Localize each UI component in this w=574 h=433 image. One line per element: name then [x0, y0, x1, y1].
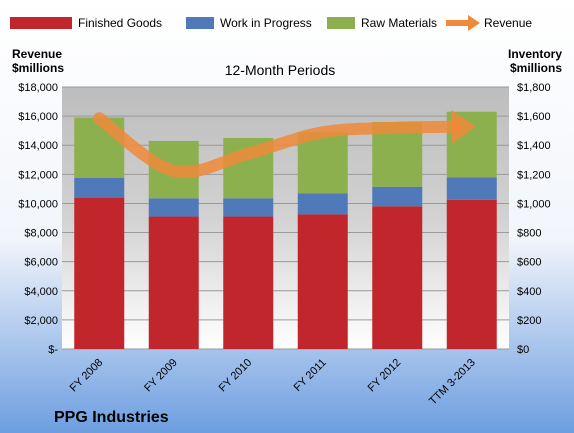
bar-work-in-progress — [297, 193, 348, 215]
right-tick-label: $600 — [517, 257, 541, 269]
right-axis-title-line2: $millions — [510, 61, 562, 75]
bar-work-in-progress — [148, 198, 199, 217]
revenue-series — [93, 109, 476, 178]
legend-revenue-arrowhead — [468, 15, 480, 31]
left-axis-ticks: $- $2,000 $4,000 $6,000 $8,000 $10,000 $12,000… — [18, 82, 58, 356]
left-tick-label: $14,000 — [18, 140, 58, 152]
left-axis-title-line2: $millions — [12, 61, 64, 75]
right-tick-label: $800 — [517, 228, 541, 240]
left-tick-label: $12,000 — [18, 169, 58, 181]
bar-finished-goods — [223, 216, 274, 349]
left-tick-label: $6,000 — [24, 257, 58, 269]
right-tick-label: $200 — [517, 315, 541, 327]
legend-label-work-in-progress: Work in Progress — [220, 16, 312, 30]
left-tick-label: $4,000 — [24, 286, 58, 298]
legend: Finished Goods Work in Progress Raw Mate… — [10, 15, 532, 31]
left-tick-label: $2,000 — [24, 315, 58, 327]
bar-work-in-progress — [74, 177, 125, 198]
legend-label-revenue: Revenue — [484, 16, 532, 30]
left-tick-label: $18,000 — [18, 82, 58, 94]
left-axis-title-line1: Revenue — [12, 47, 62, 61]
right-tick-label: $1,800 — [517, 82, 551, 94]
left-tick-label: $16,000 — [18, 111, 58, 123]
right-tick-label: $0 — [517, 344, 529, 356]
revenue-line — [93, 112, 462, 178]
bar-work-in-progress — [446, 177, 497, 200]
left-tick-label: $8,000 — [24, 228, 58, 240]
right-tick-label: $400 — [517, 286, 541, 298]
right-tick-label: $1,000 — [517, 198, 551, 210]
legend-swatch-finished-goods — [10, 17, 72, 29]
bar-finished-goods — [446, 199, 497, 349]
bar-work-in-progress — [223, 198, 274, 217]
bar-finished-goods — [148, 216, 199, 349]
legend-swatch-raw-materials — [327, 17, 355, 29]
right-tick-label: $1,200 — [517, 169, 551, 181]
bar-work-in-progress — [372, 186, 423, 207]
revenue-arrowhead — [451, 109, 476, 144]
left-tick-label: $- — [48, 344, 58, 356]
bar-finished-goods — [372, 206, 423, 349]
legend-label-raw-materials: Raw Materials — [361, 16, 437, 30]
left-tick-label: $10,000 — [18, 198, 58, 210]
legend-swatch-work-in-progress — [186, 17, 214, 29]
right-tick-label: $1,600 — [517, 111, 551, 123]
company-name: PPG Industries — [54, 409, 169, 426]
right-axis-ticks: $0 $200 $400 $600 $800 $1,000 $1,200 $1,400 $1,6… — [517, 82, 551, 356]
bar-finished-goods — [297, 214, 348, 349]
legend-label-finished-goods: Finished Goods — [78, 16, 162, 30]
bar-finished-goods — [74, 197, 125, 349]
chart-title: 12-Month Periods — [225, 62, 336, 78]
right-axis-title-line1: Inventory — [508, 47, 562, 61]
right-tick-label: $1,400 — [517, 140, 551, 152]
